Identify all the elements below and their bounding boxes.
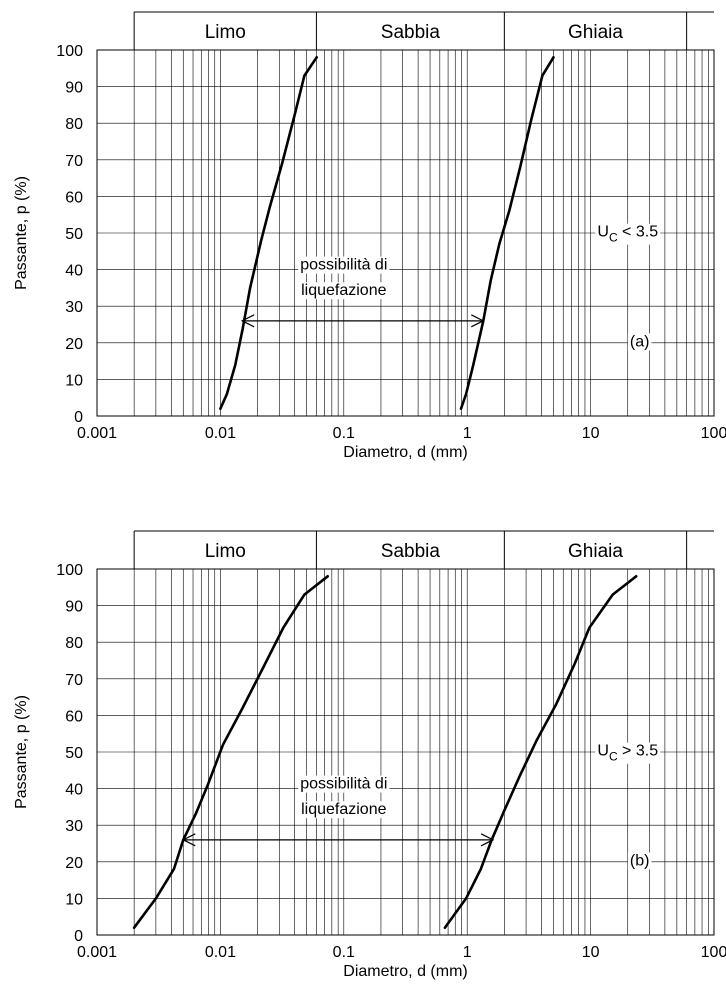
annotation-background <box>595 742 661 764</box>
band-label-ghiaia: Ghiaia <box>568 541 623 562</box>
band-label-sabbia: Sabbia <box>381 541 441 562</box>
x-tick-label: 100 <box>701 944 726 961</box>
x-axis-label: Diametro, d (mm) <box>343 444 467 461</box>
chart-panel-a: Limo Sabbia Ghiaia 0 10 20 30 40 50 60 70 80 90 100 0.… <box>13 11 726 461</box>
gradation-curve-fine <box>219 56 318 410</box>
y-tick-label: 80 <box>65 116 83 133</box>
annotation-1: possibilità di <box>300 776 387 793</box>
annotation-3: (b) <box>630 852 650 869</box>
annotation-background <box>298 775 390 793</box>
annotation-background <box>627 333 652 351</box>
x-tick-label: 0.1 <box>333 944 355 961</box>
y-axis-label: Passante, p (%) <box>13 695 30 809</box>
band-label-ghiaia: Ghiaia <box>568 22 623 43</box>
y-tick-label: 100 <box>56 43 83 60</box>
y-tick-label: 10 <box>65 891 83 908</box>
y-tick-label: 40 <box>65 263 83 280</box>
y-tick-label: 30 <box>65 299 83 316</box>
x-tick-label: 0.001 <box>77 425 117 442</box>
y-tick-label: 0 <box>74 928 83 945</box>
x-tick-label: 0.1 <box>333 425 355 442</box>
annotation-background <box>298 256 390 274</box>
annotation-3: (a) <box>630 333 650 350</box>
gradation-curve-fine <box>132 575 329 929</box>
x-tick-label: 0.01 <box>205 944 236 961</box>
y-tick-label: 60 <box>65 189 83 206</box>
annotation-background <box>595 223 661 245</box>
y-tick-label: 80 <box>65 635 83 652</box>
x-tick-label: 1 <box>463 944 472 961</box>
y-tick-label: 90 <box>65 599 83 616</box>
uniformity-coefficient-label: UC > 3.5 <box>597 743 658 764</box>
gradation-curve-coarse <box>443 575 638 929</box>
x-tick-label: 10 <box>582 944 600 961</box>
y-tick-label: 60 <box>65 708 83 725</box>
band-label-sabbia: Sabbia <box>381 22 441 43</box>
annotation-background <box>627 852 652 870</box>
chart-panel-b: Limo Sabbia Ghiaia 0 10 20 30 40 50 60 70 80 90 100 0.… <box>13 530 726 980</box>
annotation-1: possibilità di <box>300 257 387 274</box>
x-tick-label: 100 <box>701 425 726 442</box>
annotation-background <box>299 801 389 819</box>
x-tick-label: 10 <box>582 425 600 442</box>
x-axis-label: Diametro, d (mm) <box>343 963 467 980</box>
y-tick-label: 50 <box>65 745 83 762</box>
y-tick-label: 20 <box>65 855 83 872</box>
arrowhead-left <box>240 314 255 328</box>
plot-frame <box>96 568 715 936</box>
y-tick-label: 20 <box>65 336 83 353</box>
annotation-2: liquefazione <box>301 801 387 818</box>
band-label-limo: Limo <box>205 541 246 562</box>
band-label-limo: Limo <box>205 22 246 43</box>
x-tick-label: 0.01 <box>205 425 236 442</box>
plot-frame <box>96 49 715 417</box>
annotation-background <box>299 282 389 300</box>
y-tick-label: 70 <box>65 153 83 170</box>
y-tick-label: 10 <box>65 372 83 389</box>
x-tick-label: 0.001 <box>77 944 117 961</box>
gradation-curve-coarse <box>459 56 555 410</box>
arrowhead-right <box>471 314 485 328</box>
y-tick-label: 30 <box>65 818 83 835</box>
arrowhead-right <box>480 833 495 847</box>
x-tick-label: 1 <box>463 425 472 442</box>
y-tick-label: 70 <box>65 672 83 689</box>
uniformity-coefficient-label: UC < 3.5 <box>597 224 658 245</box>
y-tick-label: 40 <box>65 782 83 799</box>
y-tick-label: 90 <box>65 80 83 97</box>
y-tick-label: 100 <box>56 562 83 579</box>
y-tick-label: 50 <box>65 226 83 243</box>
y-axis-label: Passante, p (%) <box>13 176 30 290</box>
y-tick-label: 0 <box>74 409 83 426</box>
arrowhead-left <box>181 833 196 847</box>
annotation-2: liquefazione <box>301 282 387 299</box>
